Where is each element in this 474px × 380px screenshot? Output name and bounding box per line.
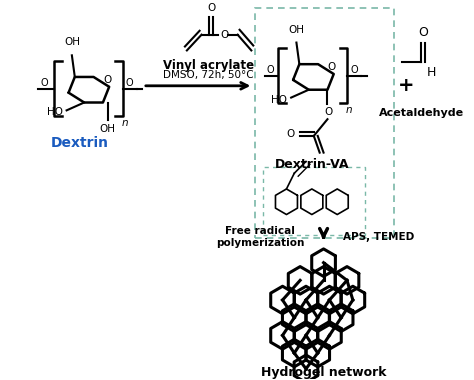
Text: HO: HO [271,95,287,105]
Text: O: O [103,75,111,85]
Text: O: O [286,129,294,139]
Text: Hydrogel network: Hydrogel network [261,366,386,378]
Text: H: H [427,66,437,79]
Text: OH: OH [288,25,304,35]
Text: Dextrin: Dextrin [51,136,109,150]
Text: O: O [40,78,48,88]
Text: O: O [324,108,333,117]
Text: O: O [328,62,336,72]
Text: Free radical
polymerization: Free radical polymerization [216,226,304,248]
Text: Dextrin-VA: Dextrin-VA [274,158,349,171]
Text: n: n [121,118,128,128]
Text: O: O [207,3,215,13]
Text: OH: OH [64,38,80,48]
Text: DMSO, 72h, 50°C: DMSO, 72h, 50°C [163,70,254,80]
Text: OH: OH [100,124,116,134]
Text: O: O [350,65,358,75]
Text: +: + [398,76,415,95]
Text: HO: HO [47,107,63,117]
Text: O: O [220,30,228,40]
Text: O: O [267,65,274,75]
Text: Vinyl acrylate: Vinyl acrylate [163,59,254,72]
Text: O: O [418,25,428,39]
Text: n: n [346,106,353,116]
Text: O: O [126,78,134,88]
Text: Acetaldehyde: Acetaldehyde [379,108,464,119]
Text: APS, TEMED: APS, TEMED [343,232,414,242]
